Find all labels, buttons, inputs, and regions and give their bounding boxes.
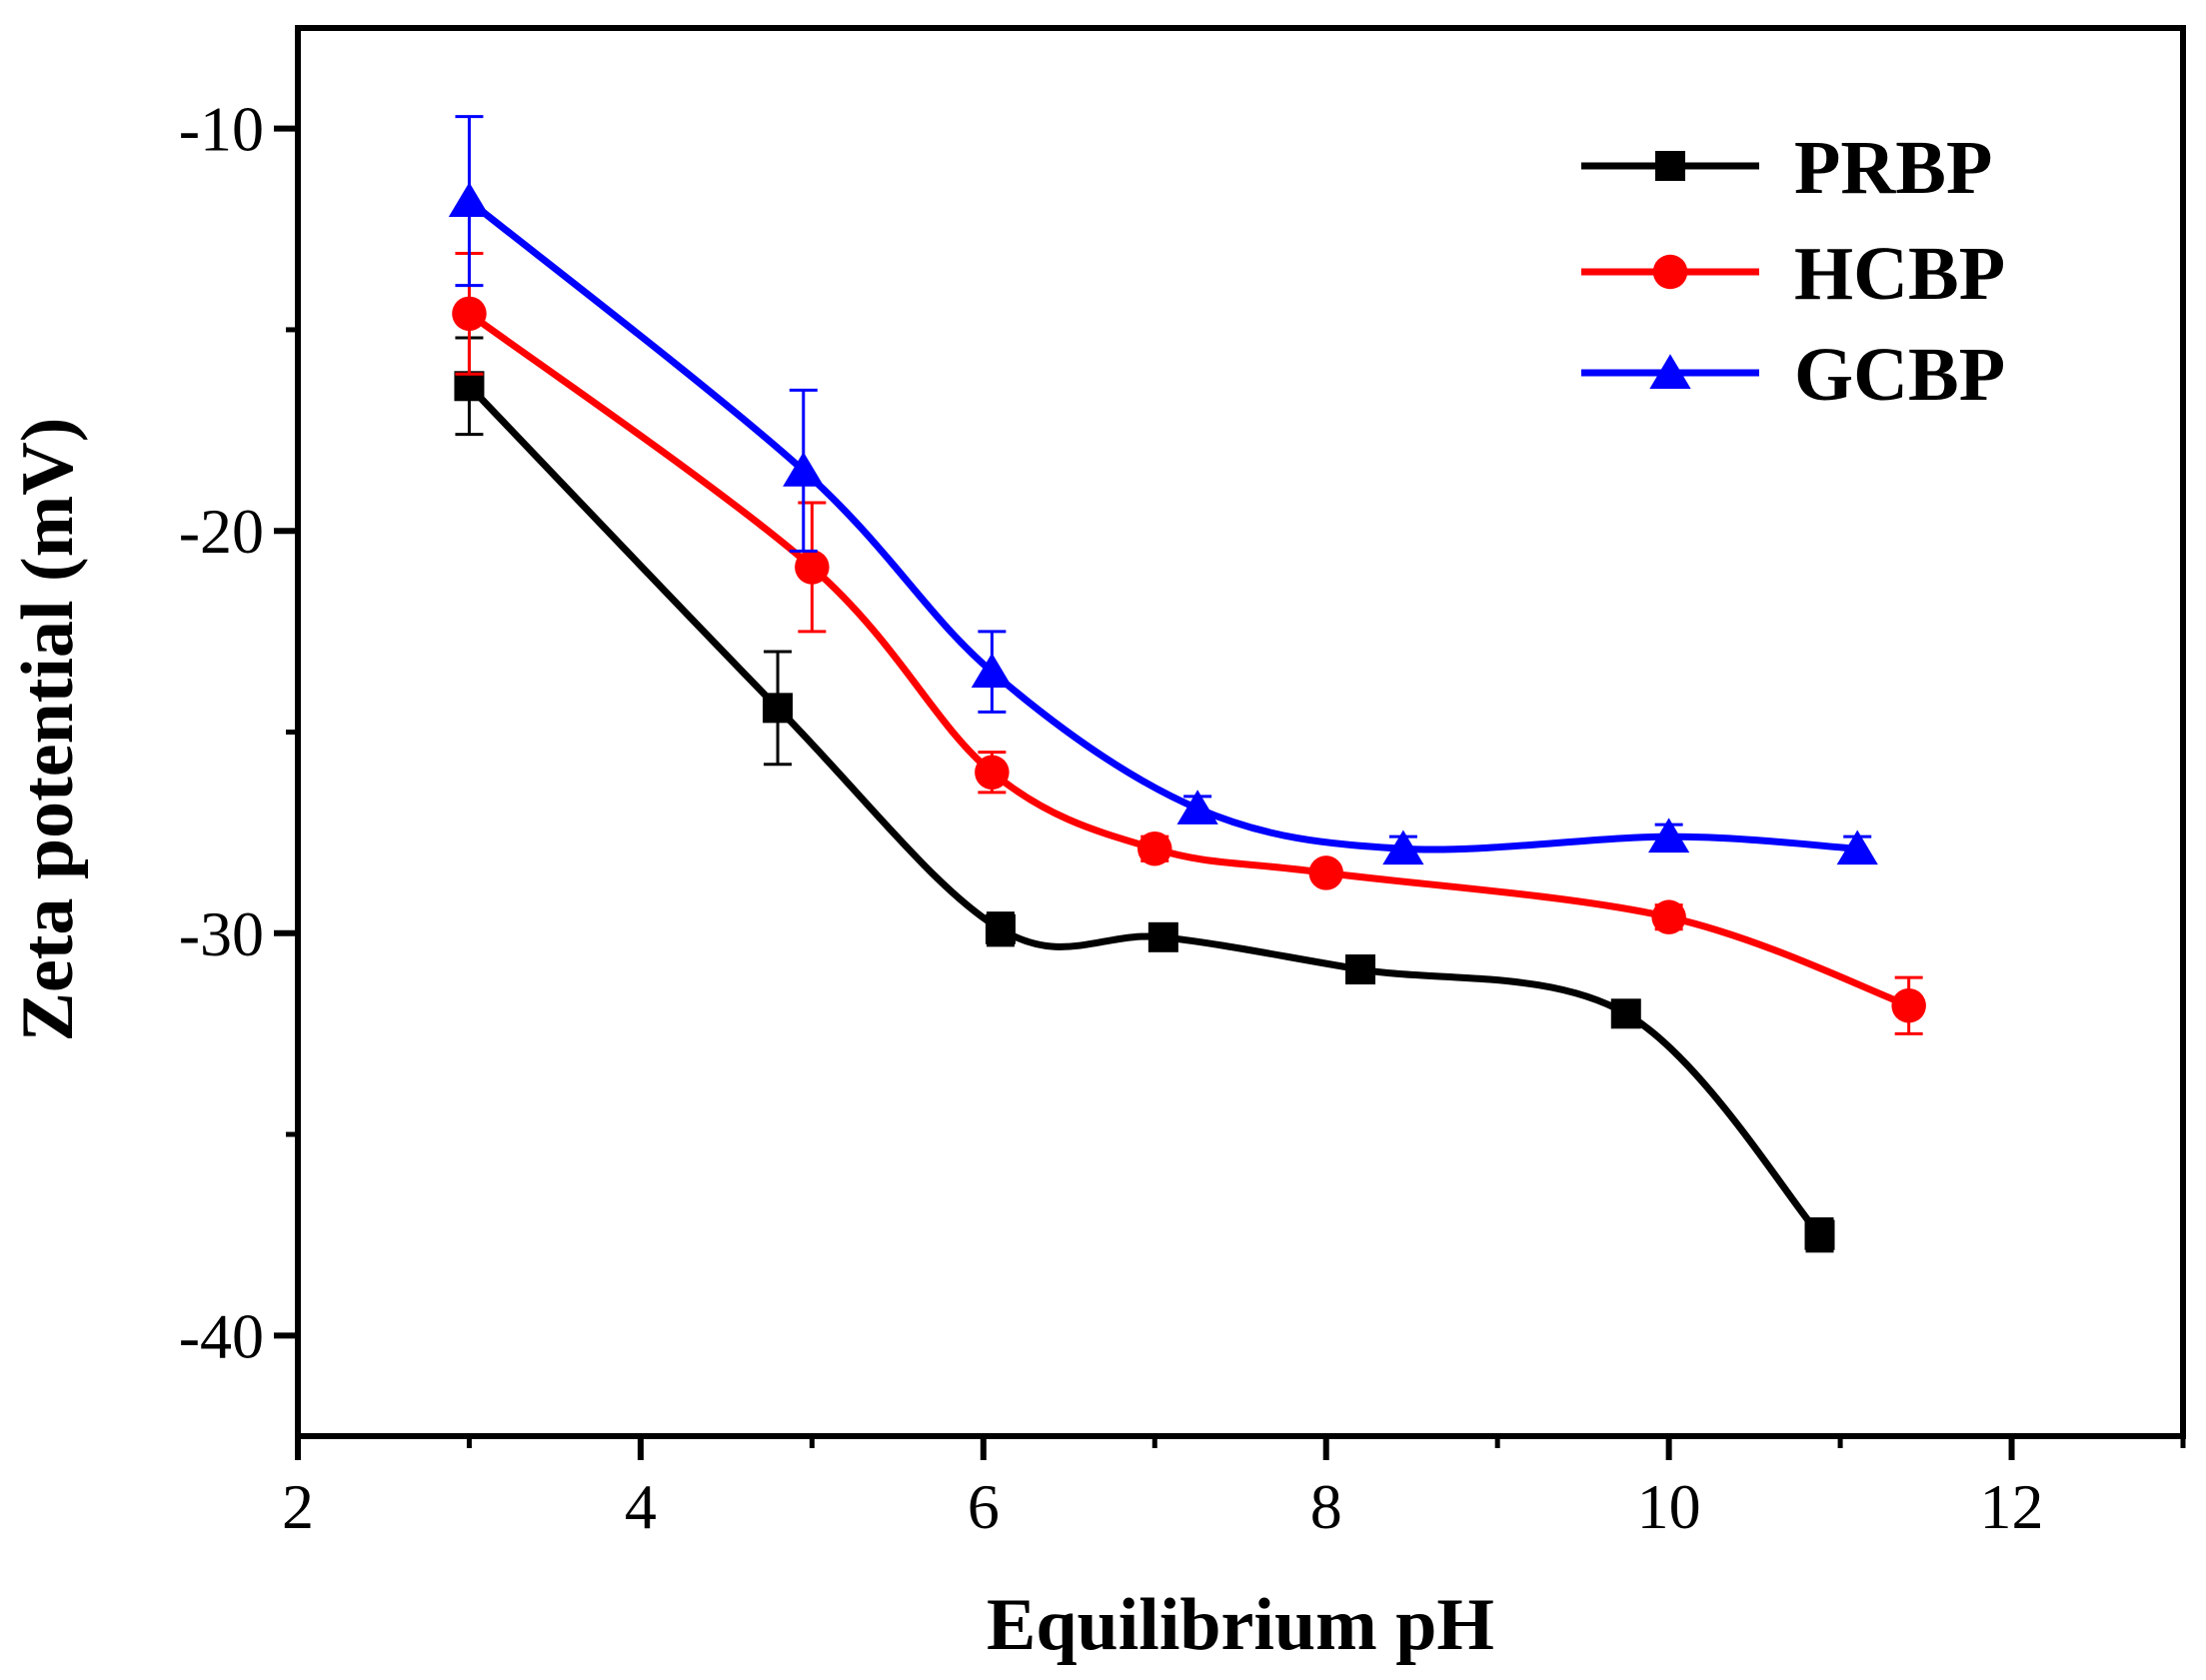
- data-point-hcbp-4: [1308, 855, 1343, 890]
- x-axis: 2 4 6 8 10 12: [282, 1436, 2186, 1542]
- data-point-hcbp-3: [1137, 831, 1172, 866]
- legend-marker-hcbp: [1652, 254, 1688, 290]
- x-tick-label-5: 12: [1980, 1471, 2044, 1542]
- series-hcbp: [452, 251, 1926, 1035]
- legend-marker-gcbp: [1649, 354, 1691, 389]
- x-axis-title: Equilibrium pH: [987, 1584, 1494, 1666]
- data-point-gcbp-3: [1176, 790, 1218, 825]
- legend-marker-prbp: [1655, 151, 1685, 181]
- y-tick-label-0: -10: [179, 94, 264, 165]
- legend-label-hcbp: HCBP: [1794, 232, 2005, 316]
- x-tick-label-4: 10: [1637, 1471, 1701, 1542]
- data-point-prbp-0: [454, 371, 485, 402]
- data-point-prbp-3: [1147, 921, 1178, 952]
- series-gcbp: [448, 115, 1878, 865]
- series-line-prbp: [465, 382, 1824, 1239]
- y-tick-label-2: -30: [179, 898, 264, 969]
- data-point-prbp-4: [1345, 954, 1376, 985]
- series-prbp: [454, 336, 1835, 1253]
- data-point-prbp-1: [763, 693, 794, 724]
- data-point-gcbp-0: [448, 182, 491, 218]
- data-point-gcbp-4: [1382, 830, 1424, 865]
- legend-label-gcbp: GCBP: [1794, 333, 2005, 417]
- data-point-hcbp-6: [1891, 987, 1926, 1023]
- data-point-gcbp-2: [971, 653, 1014, 689]
- series-line-hcbp: [465, 310, 1913, 1009]
- data-point-gcbp-1: [783, 452, 825, 487]
- data-point-prbp-6: [1804, 1219, 1835, 1250]
- x-tick-label-0: 2: [282, 1471, 314, 1542]
- legend-label-prbp: PRBP: [1794, 126, 1992, 210]
- x-tick-label-2: 6: [968, 1471, 1000, 1542]
- series-layer: [448, 115, 1926, 1253]
- y-axis-title: Zeta potential (mV): [7, 418, 89, 1042]
- data-point-prbp-5: [1610, 998, 1641, 1029]
- y-axis: -10 -20 -30 -40: [179, 94, 298, 1371]
- data-point-gcbp-6: [1836, 830, 1878, 865]
- y-tick-label-3: -40: [179, 1300, 264, 1371]
- y-tick-label-1: -20: [179, 496, 264, 567]
- data-point-gcbp-5: [1648, 818, 1690, 853]
- data-point-hcbp-1: [795, 550, 830, 585]
- legend: PRBP HCBP GCBP: [1581, 126, 2005, 417]
- series-line-gcbp: [465, 197, 1861, 853]
- x-tick-label-3: 8: [1310, 1471, 1342, 1542]
- data-point-hcbp-2: [975, 755, 1010, 791]
- data-point-prbp-2: [985, 913, 1016, 944]
- data-point-hcbp-0: [452, 296, 487, 332]
- data-point-hcbp-5: [1651, 899, 1686, 934]
- x-tick-label-1: 4: [625, 1471, 657, 1542]
